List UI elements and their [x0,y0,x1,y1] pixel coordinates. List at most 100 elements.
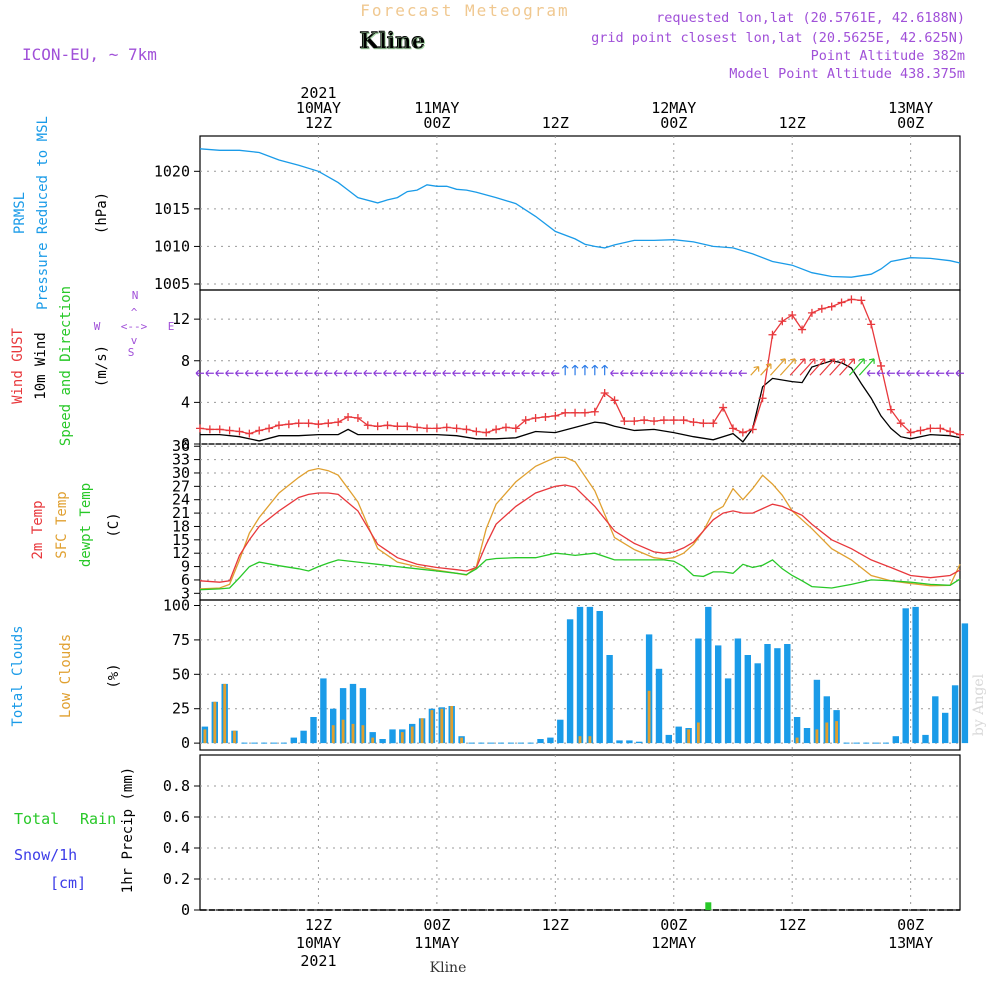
total-cloud-bar [902,608,909,744]
total-cloud-bar [359,688,367,744]
wind-direction-arrow [639,369,649,377]
compass-icon: N S W E <--> ^ v [94,289,175,359]
total-cloud-bar [793,717,801,744]
wind-direction-arrow [886,369,895,377]
total-cloud-bar [586,606,594,744]
wind-gust-label: Wind GUST [10,328,26,404]
svg-text:<-->: <--> [121,320,148,333]
pressure-panel [199,135,961,291]
wind-gust-point [511,424,520,433]
wind-direction-arrow [284,369,293,377]
temp-y-tick-label: 9 [181,558,190,576]
total-cloud-bar [537,739,544,744]
precip-bar [705,902,712,911]
temp-panel [199,443,961,601]
wind-gust-point [353,413,362,422]
total-cloud-bar [912,606,919,744]
time-tick-label-top: 12MAY [651,99,696,117]
wind-direction-arrow [462,369,471,377]
wind-gust-point [788,310,797,319]
wind-direction-arrow [363,369,372,377]
wind-direction-arrow [809,358,826,376]
wind-gust-point [620,417,629,426]
wind-gust-point [748,425,757,434]
wind-gust-point [423,424,432,433]
grid-lines [200,136,960,911]
data-marks [195,148,969,911]
total-cloud-bar [961,623,969,744]
wind-gust-point [265,424,274,433]
wind-direction-arrow [373,369,382,377]
wind-gust-point [699,419,708,428]
total-cloud-bar [715,645,722,744]
wind-direction-arrow [353,369,362,377]
low-cloud-bar [203,729,207,744]
time-tick-label-bottom: 00Z [897,916,924,934]
time-tick-label-top: 11MAY [414,99,459,117]
requested-coordinates: requested lon,lat (20.5761E, 42.6188N) [656,10,965,26]
rain-label: Rain [80,810,116,828]
wind-gust-point [669,416,678,425]
wind-direction-arrow [916,369,925,377]
wind-gust-point [847,295,856,304]
wind-unit-label: (m/s) [94,345,110,387]
wind-direction-arrow [304,369,313,377]
wind-gust-point [462,425,471,434]
wind-gust-point [689,418,698,427]
wind-direction-arrow [906,369,915,377]
low-cloud-bar [825,722,829,744]
wind-gust-point [452,424,461,433]
total-cloud-bar [675,726,682,744]
total-cloud-bar [645,634,653,744]
precip-y-tick-label: 0.8 [163,777,190,795]
total-cloud-bar [310,717,317,744]
time-tick-label-top: 00Z [423,114,450,132]
wind-gust-point [196,424,204,433]
time-tick-label-bottom: 11MAY [414,934,459,952]
total-cloud-bar [754,663,761,744]
wind-gust-point [274,421,283,430]
wind-direction-arrow [659,369,668,377]
pressure-unit-label: (hPa) [94,192,110,234]
temp-y-tick-label: 36 [172,437,190,455]
wind-direction-arrow [511,369,520,377]
low-cloud-bar [331,725,335,744]
wind-gust-point [936,424,945,433]
wind-gust-point [393,422,402,431]
total-cloud-bar [695,638,702,744]
time-tick-label-top: 12Z [305,114,332,132]
wind-gust-point [817,304,826,313]
total-cloud-bar [616,740,623,744]
wind-direction-arrow [561,364,569,376]
svg-text:N: N [132,289,139,302]
wind-gust-point [482,428,491,437]
grid-point-coordinates: grid point closest lon,lat (20.5625E, 42… [591,30,965,46]
wind-direction-arrow [412,369,422,377]
wind-gust-point [956,430,964,439]
wind-10m-line [200,360,961,443]
pressure-y-tick-label: 1020 [154,162,190,180]
low-cloud-bar [341,719,345,744]
wind-direction-arrow [789,358,806,376]
wind-direction-arrow [799,358,816,376]
time-tick-label-top: 12Z [779,114,806,132]
pressure-label: PRMSL [12,192,28,234]
wind-direction-arrow [738,369,747,377]
wind-gust-point [877,361,886,370]
wind-gust-point [205,425,214,434]
wind-direction-arrow [264,369,274,377]
wind-gust-point [906,428,915,437]
precip-panel [199,754,961,911]
low-cloud-bar [647,690,651,744]
low-cloud-bar [815,729,819,744]
wind-gust-point [590,407,599,416]
wind-gust-point [373,422,382,431]
temp-2m-line [199,484,961,583]
low-cloud-bar [588,736,592,744]
total-cloud-bar [349,683,357,744]
low-cloud-bar [697,722,700,744]
wind-direction-arrow [254,369,264,377]
time-tick-label-bottom: 12MAY [651,934,696,952]
wind-direction-arrow [343,369,353,377]
low-cloud-bar [371,737,375,744]
